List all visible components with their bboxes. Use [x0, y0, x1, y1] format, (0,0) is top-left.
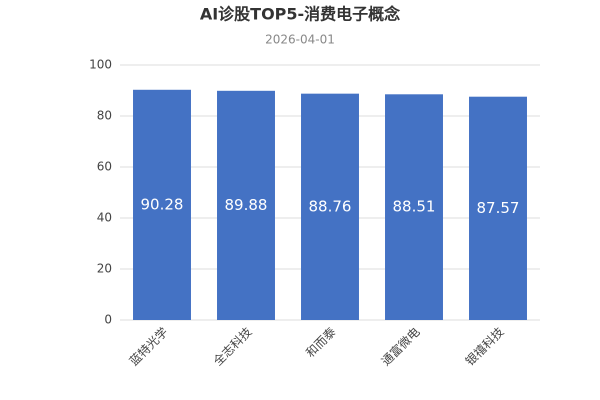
data-label: 89.88	[225, 196, 268, 214]
bar	[217, 90, 275, 320]
y-tick-label: 80	[97, 109, 112, 123]
bar	[301, 93, 359, 320]
bar	[385, 94, 443, 320]
x-tick-label: 银禧科技	[463, 325, 507, 369]
data-label: 88.76	[309, 197, 352, 215]
chart-subtitle: 2026-04-01	[265, 33, 335, 47]
y-tick-label: 20	[97, 262, 112, 276]
bar	[469, 96, 527, 320]
y-tick-label: 100	[89, 58, 112, 72]
x-tick-label: 蓝特光学	[126, 324, 171, 369]
y-tick-label: 60	[97, 160, 112, 174]
x-tick-label: 通富微电	[378, 324, 423, 369]
x-tick-label: 全志科技	[210, 324, 255, 369]
data-label: 87.57	[477, 199, 520, 217]
data-label: 88.51	[393, 198, 436, 216]
chart-title: AI诊股TOP5-消费电子概念	[200, 5, 401, 24]
x-tick-label: 和而泰	[303, 325, 338, 360]
bar	[133, 89, 191, 320]
y-tick-label: 40	[97, 211, 112, 225]
data-label: 90.28	[141, 195, 184, 213]
y-tick-label: 0	[104, 313, 112, 327]
